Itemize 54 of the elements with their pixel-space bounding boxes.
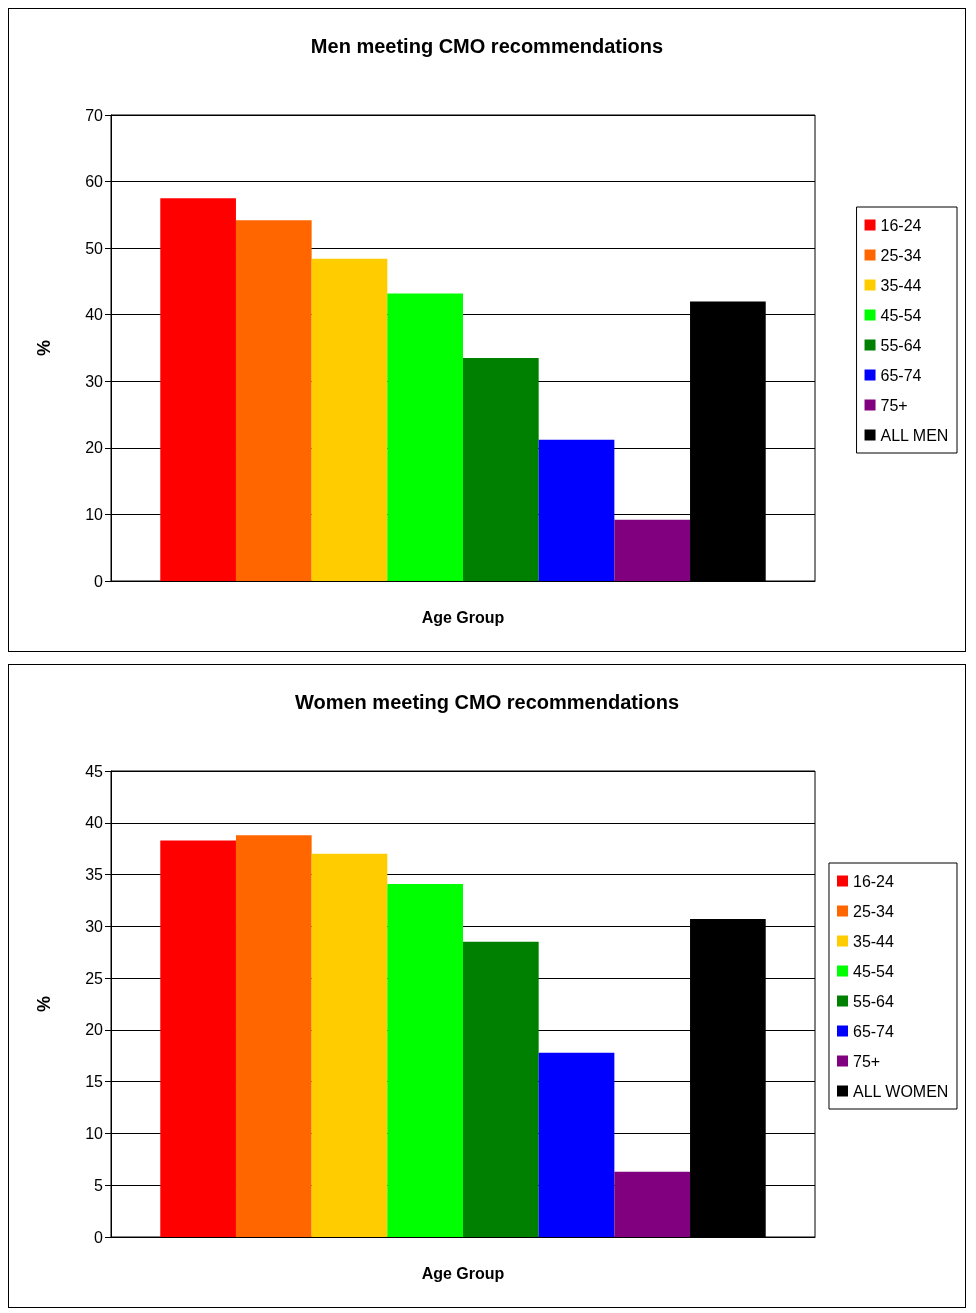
y-tick-label: 0 <box>94 572 104 590</box>
y-tick-label: 60 <box>85 173 104 191</box>
y-tick-label: 50 <box>85 239 104 257</box>
legend-label: 35-44 <box>852 932 895 950</box>
y-tick-label: 20 <box>85 1021 104 1039</box>
y-tick-label: 30 <box>85 372 104 390</box>
x-axis-title: Age Group <box>421 608 505 626</box>
legend-label: 45-54 <box>880 306 922 324</box>
legend-label: 75+ <box>880 396 908 414</box>
bar <box>387 883 463 1237</box>
y-tick-label: 0 <box>94 1228 104 1246</box>
legend-label: 75+ <box>852 1052 881 1070</box>
y-tick-label: 15 <box>85 1073 104 1091</box>
bar <box>311 258 388 581</box>
y-tick-label: 40 <box>85 814 104 832</box>
y-tick-label: 45 <box>85 762 104 780</box>
bar <box>387 293 463 581</box>
y-tick-label: 40 <box>85 306 104 324</box>
bar <box>538 1052 615 1237</box>
legend-label: ALL MEN <box>880 426 949 444</box>
bar <box>235 835 312 1237</box>
legend-label: 65-74 <box>852 1022 895 1040</box>
y-tick-label: 10 <box>85 1124 104 1142</box>
bar <box>160 198 236 581</box>
legend-label: 35-44 <box>880 276 922 294</box>
legend-label: 25-34 <box>852 902 895 920</box>
y-tick-label: 25 <box>85 969 104 987</box>
y-tick-label: 20 <box>85 439 104 457</box>
y-tick-label: 70 <box>85 106 104 124</box>
y-tick-label: 10 <box>85 505 104 523</box>
legend-label: 65-74 <box>880 366 922 384</box>
legend-label: 16-24 <box>852 872 895 890</box>
y-axis-title: % <box>34 995 54 1013</box>
x-axis-title: Age Group <box>421 1264 505 1282</box>
legend-label: 55-64 <box>880 336 922 354</box>
legend-label: ALL WOMEN <box>852 1082 949 1100</box>
bar <box>614 519 691 581</box>
chart-title: Women meeting CMO recommendations <box>294 691 680 713</box>
bar <box>235 220 312 581</box>
legend-label: 16-24 <box>880 216 922 234</box>
y-tick-label: 5 <box>94 1176 104 1194</box>
bar <box>311 853 388 1237</box>
y-tick-label: 35 <box>85 866 104 884</box>
bar <box>538 439 615 581</box>
y-axis-title: % <box>34 339 54 357</box>
chart-title: Men meeting CMO recommendations <box>310 35 664 57</box>
bar <box>614 1171 691 1237</box>
legend-label: 45-54 <box>852 962 895 980</box>
bar <box>160 840 236 1237</box>
y-tick-label: 30 <box>85 917 104 935</box>
legend-label: 25-34 <box>880 246 922 264</box>
bar <box>463 357 539 581</box>
bar <box>463 941 539 1237</box>
legend-label: 55-64 <box>852 992 895 1010</box>
